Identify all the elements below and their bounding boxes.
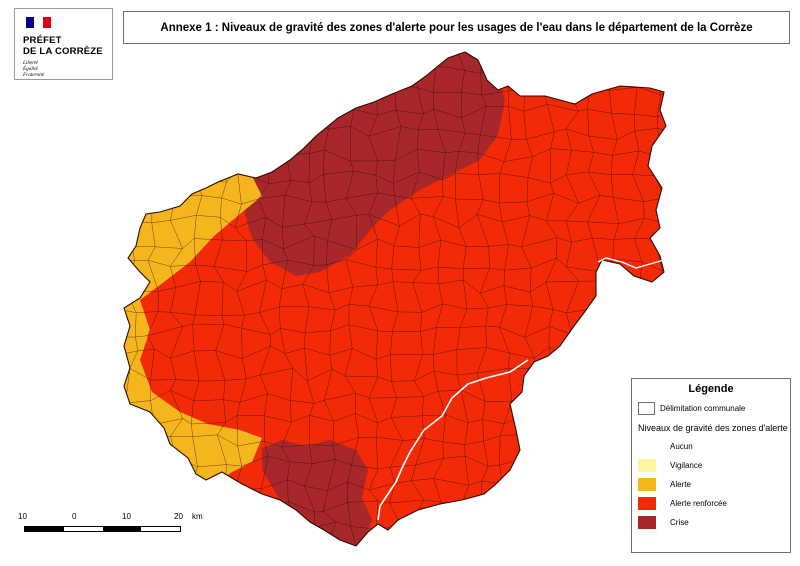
flag-white-stripe <box>34 17 43 28</box>
french-flag-icon <box>26 17 51 28</box>
legend-swatch-aucun <box>638 440 656 453</box>
legend-swatch-alerte <box>638 478 656 491</box>
river-dordogne <box>377 359 529 521</box>
scale-track <box>24 526 181 532</box>
legend-label-aucun: Aucun <box>670 442 693 451</box>
scale-label-10-left: 10 <box>18 512 27 521</box>
legend-boundary-swatch <box>638 402 655 415</box>
flag-blue-stripe <box>26 17 35 28</box>
legend-swatch-vigilance <box>638 459 656 472</box>
scale-bar: 10 0 10 20 km <box>16 512 216 538</box>
map-legend: Légende Délimitation communale Niveaux d… <box>631 378 791 553</box>
legend-row-alerte-renforcee: Alerte renforcée <box>638 497 727 510</box>
legend-label-alerte-renforcee: Alerte renforcée <box>670 499 727 508</box>
zone-crise-south <box>262 440 372 546</box>
legend-row-vigilance: Vigilance <box>638 459 702 472</box>
motto-egalite: Égalité <box>23 65 38 72</box>
legend-boundary-label: Délimitation communale <box>660 404 746 413</box>
legend-row-alerte: Alerte <box>638 478 691 491</box>
flag-red-stripe <box>42 17 51 28</box>
legend-title: Légende <box>688 383 734 395</box>
legend-label-crise: Crise <box>670 518 689 527</box>
logo-department-text: DE LA CORRÈZE <box>23 46 103 57</box>
legend-swatch-alerte-renforcee <box>638 497 656 510</box>
motto-fraternite: Fraternité <box>23 71 45 78</box>
map-title: Annexe 1 : Niveaux de gravité des zones … <box>160 21 753 34</box>
department-outline <box>123 51 667 547</box>
legend-label-vigilance: Vigilance <box>670 461 703 470</box>
scale-segment-3 <box>102 527 142 531</box>
scale-label-10: 10 <box>122 512 131 521</box>
scale-segment-1 <box>25 527 64 531</box>
legend-row-crise: Crise <box>638 516 689 529</box>
legend-label-alerte: Alerte <box>670 480 691 489</box>
scale-segment-4 <box>141 527 180 531</box>
prefecture-logo: PRÉFET DE LA CORRÈZE Liberté Égalité Fra… <box>14 8 113 80</box>
zone-crise-north <box>240 52 505 276</box>
motto-liberte: Liberté <box>23 60 38 66</box>
river-diege <box>597 257 665 269</box>
legend-subtitle: Niveaux de gravité des zones d'alerte <box>638 423 788 433</box>
scale-unit: km <box>192 512 203 521</box>
scale-segment-2 <box>63 527 103 531</box>
logo-prefet-text: PRÉFET <box>23 35 62 46</box>
scale-label-20: 20 <box>174 512 183 521</box>
legend-swatch-crise <box>638 516 656 529</box>
legend-row-aucun: Aucun <box>638 440 693 453</box>
scale-label-0: 0 <box>72 512 77 521</box>
legend-row-boundary: Délimitation communale <box>638 402 745 415</box>
logo-motto: Liberté Égalité Fraternité <box>23 60 45 78</box>
map-title-box: Annexe 1 : Niveaux de gravité des zones … <box>123 11 790 44</box>
